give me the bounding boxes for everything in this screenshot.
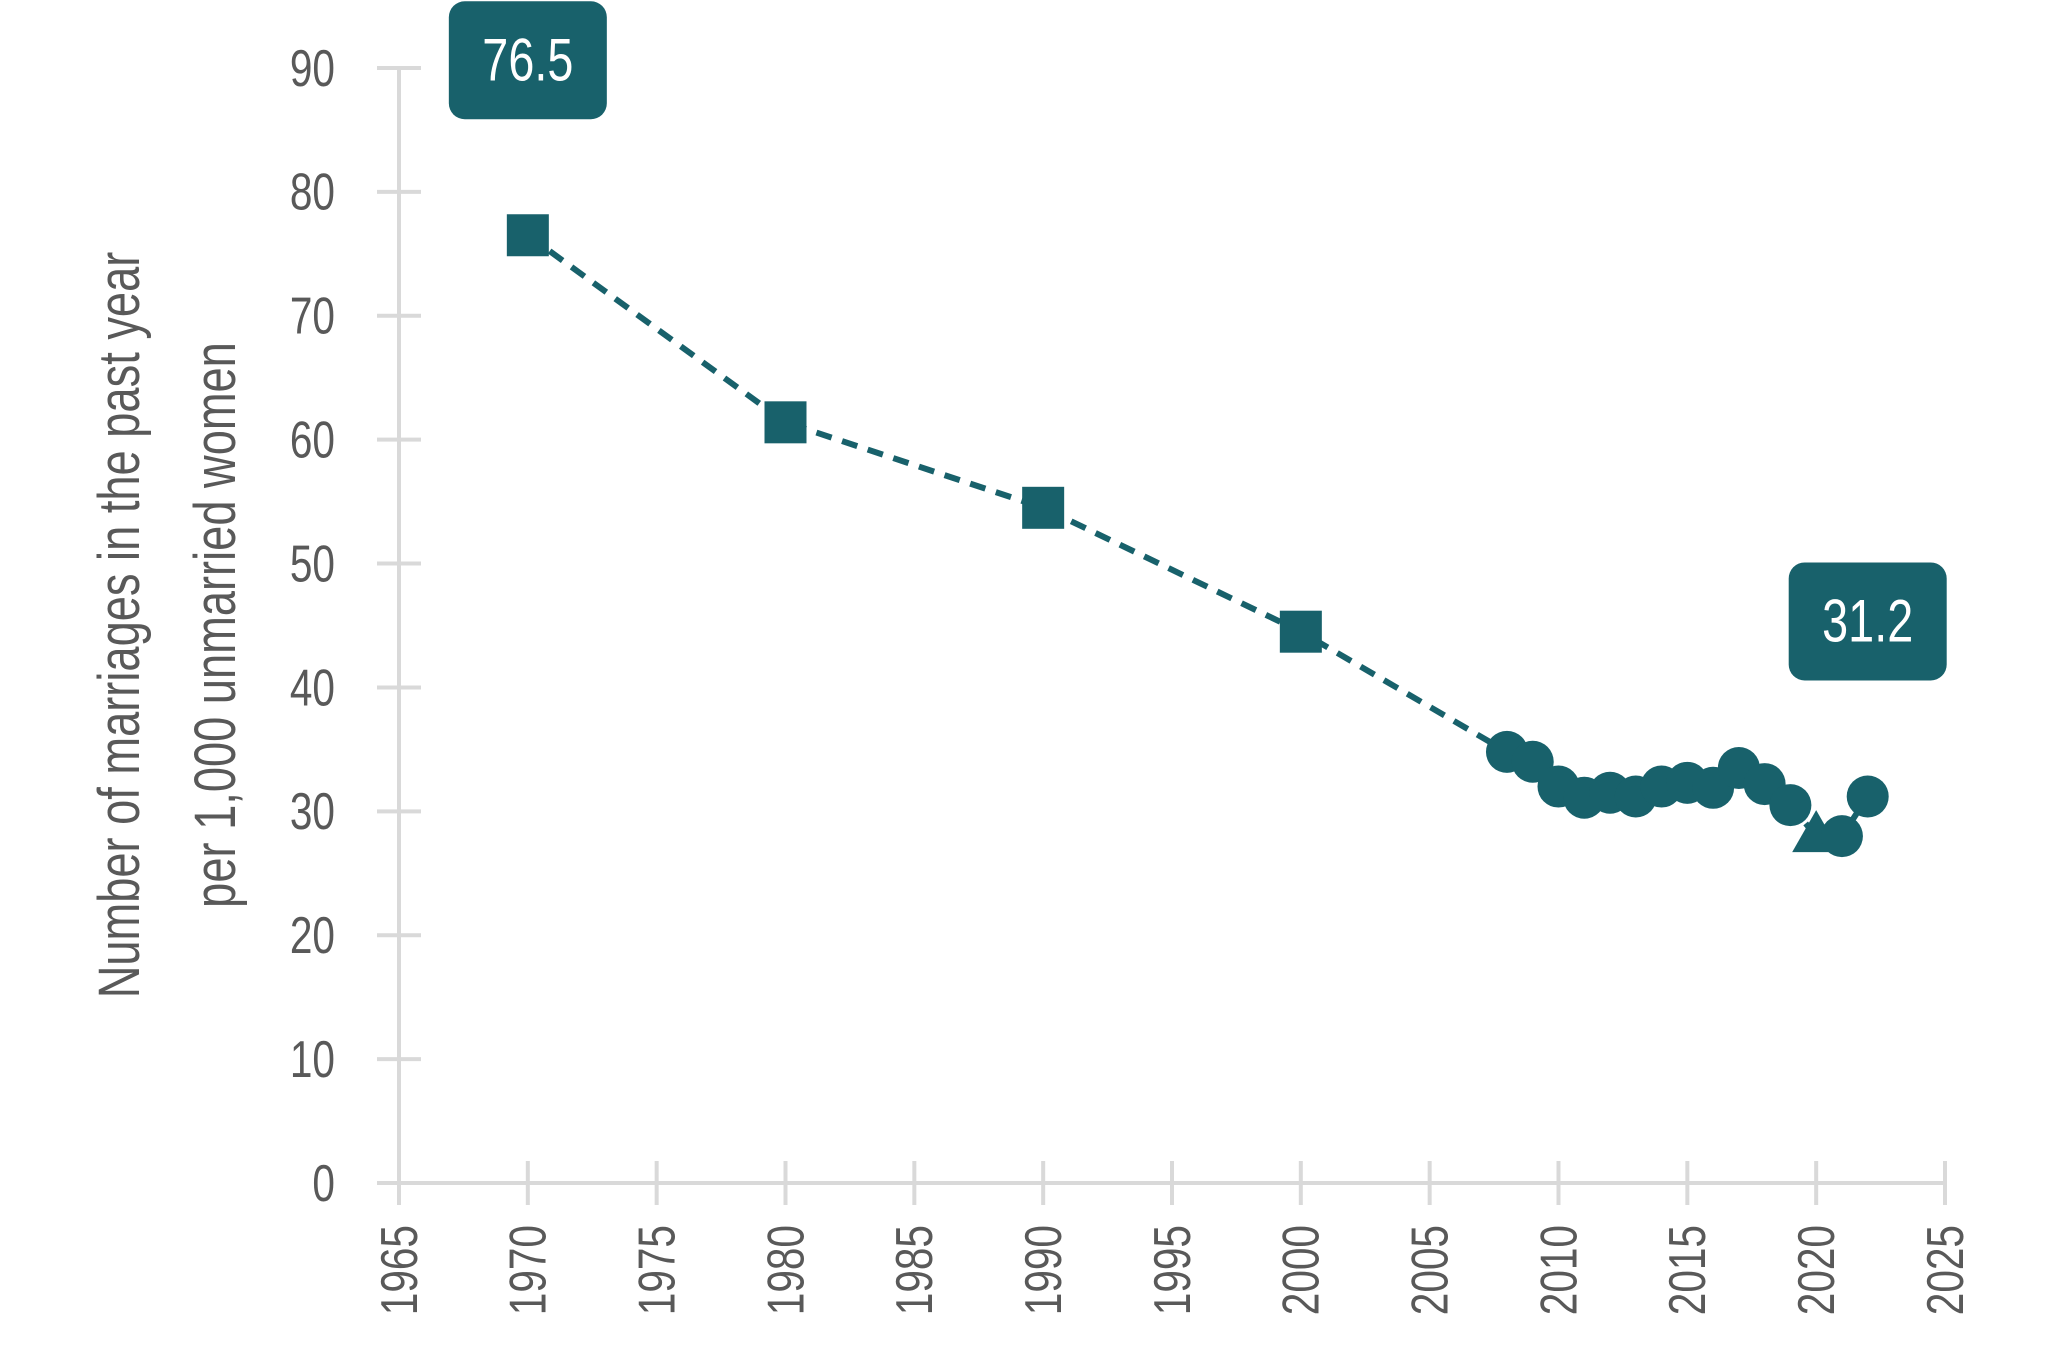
data-point-square [1279,610,1322,653]
x-axis-ticks: 1965 1970 1975 1980 1985 1990 1995 2000 2005 2010… [370,1161,1974,1315]
x-tick-label: 1995 [1143,1225,1201,1315]
x-tick-label: 2000 [1272,1225,1330,1315]
y-tick-label: 0 [312,1154,335,1212]
value-callouts: 76.5 31.2 [448,1,1947,681]
value-callout-box [448,1,607,120]
x-tick-label: 1965 [370,1225,428,1315]
y-tick-label: 20 [290,906,335,964]
data-point-square [764,401,807,444]
value-callout-text: 31.2 [1822,588,1913,655]
x-tick-label: 2005 [1401,1225,1459,1315]
data-series [506,214,1889,858]
data-point-circle [1846,775,1889,818]
value-callout: 76.5 [448,1,607,120]
x-tick-label: 1980 [757,1225,815,1315]
y-tick-label: 30 [290,782,335,840]
y-axis-ticks: 0 10 20 30 40 50 60 70 80 90 [290,39,421,1212]
x-tick-label: 2025 [1916,1225,1974,1315]
y-tick-label: 60 [290,411,335,469]
y-tick-label: 40 [290,658,335,716]
y-axis-title: Number of marriages in the past year per… [88,252,249,999]
x-tick-label: 2015 [1658,1225,1716,1315]
y-tick-label: 70 [290,287,335,345]
y-axis-title-line-1: Number of marriages in the past year [88,252,153,999]
y-tick-label: 10 [290,1030,335,1088]
data-point-square [1022,486,1065,529]
x-tick-label: 1970 [499,1225,557,1315]
data-point-square [506,214,549,257]
x-tick-label: 1985 [885,1225,943,1315]
series-line [526,232,1871,840]
y-axis-title-line-2: per 1,000 unmarried women [184,342,249,908]
data-point-circle [1820,815,1863,858]
y-tick-label: 90 [290,39,335,97]
y-tick-label: 50 [290,535,335,593]
value-callout: 31.2 [1788,562,1947,681]
x-tick-label: 2010 [1530,1225,1588,1315]
x-tick-label: 2020 [1787,1225,1845,1315]
x-tick-label: 1975 [628,1225,686,1315]
value-callout-box [1788,562,1947,681]
data-point-circle [1769,784,1812,827]
y-tick-label: 80 [290,163,335,221]
value-callout-text: 76.5 [482,27,573,94]
x-tick-label: 1990 [1014,1225,1072,1315]
